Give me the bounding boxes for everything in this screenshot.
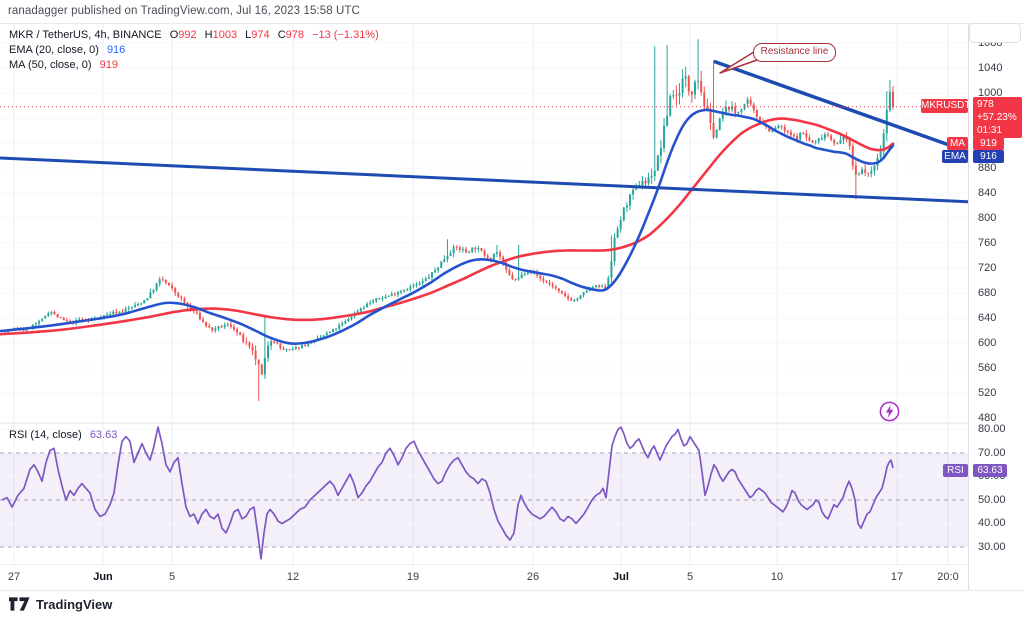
high-value: 1003 (212, 29, 238, 41)
close-value: 978 (285, 29, 305, 41)
last-price-value: 978 (977, 99, 994, 110)
rsi-legend-label: RSI (14, close) (9, 429, 82, 441)
ma-value: 919 (99, 59, 118, 71)
rsi-value-label: 63.63 (973, 464, 1007, 477)
open-label: O (169, 29, 179, 41)
price-tick: 600 (978, 336, 997, 349)
price-tick: 1000 (978, 86, 1003, 99)
lightning-icon (879, 401, 900, 422)
rsi-tag: RSI (943, 464, 968, 477)
rsi-tick: 40.00 (978, 517, 1006, 529)
candles (4, 39, 894, 402)
price-tick: 560 (978, 361, 997, 374)
bottom-divider (0, 590, 1024, 591)
ema-label: EMA (20, close, 0) (9, 44, 99, 56)
ma-label: MA (50, close, 0) (9, 59, 92, 71)
price-tick: 880 (978, 161, 997, 174)
ema-price-label: 916 (973, 150, 1004, 163)
price-tick: 720 (978, 261, 997, 274)
chart-canvas[interactable] (0, 24, 968, 590)
time-label: 5 (168, 571, 176, 583)
tradingview-logo[interactable]: TradingView (9, 595, 112, 613)
time-label: 5 (686, 571, 694, 583)
axis-spacer-box[interactable] (969, 23, 1021, 43)
symbol-title: MKR / TetherUS, 4h, BINANCE (9, 29, 162, 41)
price-tick: 520 (978, 386, 997, 399)
time-label: Jul (613, 571, 629, 583)
symbol-legend[interactable]: MKR / TetherUS, 4h, BINANCE O992 H1003 L… (9, 28, 379, 73)
ma-price-label: 919 (973, 137, 1004, 150)
rsi-legend[interactable]: RSI (14, close) 63.63 (9, 429, 117, 441)
long-term-trendline (0, 156, 968, 204)
time-label: 17 (890, 571, 904, 583)
price-tick: 1040 (978, 61, 1003, 74)
ema-legend-row: EMA (20, close, 0) 916 (9, 43, 379, 57)
rsi-tick: 30.00 (978, 540, 1006, 553)
price-tick: 640 (978, 311, 997, 324)
time-label: 19 (406, 571, 420, 583)
time-label: 12 (286, 571, 300, 583)
ma-tag: MA (947, 137, 968, 150)
time-label: Jun (93, 571, 113, 583)
last-price-change: +57.23% (977, 112, 1017, 123)
ema-tag: EMA (942, 150, 968, 163)
publish-line: ranadagger published on TradingView.com,… (8, 5, 360, 17)
ema-value: 916 (106, 44, 126, 56)
time-axis[interactable]: 27 Jun 5 12 19 26 Jul 5 10 17 20:0 (0, 565, 968, 590)
time-label: 27 (7, 571, 21, 583)
price-tick: 680 (978, 286, 997, 299)
price-tick: 800 (978, 211, 997, 224)
price-tick: 840 (978, 186, 997, 199)
change-value: −13 (−1.31%) (312, 29, 379, 41)
time-label: 20:0 (937, 571, 959, 583)
last-price-symbol-tag: MKRUSDT (921, 99, 971, 113)
low-label: L (245, 29, 252, 41)
rsi-tick: 50.00 (978, 493, 1006, 506)
symbol-legend-row: MKR / TetherUS, 4h, BINANCE O992 H1003 L… (9, 28, 379, 42)
resistance-callout[interactable]: Resistance line (753, 43, 836, 62)
price-tick: 480 (978, 411, 997, 424)
publish-header: ranadagger published on TradingView.com,… (0, 0, 1024, 24)
time-label: 26 (526, 571, 540, 583)
time-label: 10 (770, 571, 784, 583)
high-label: H (204, 29, 213, 41)
price-tick: 760 (978, 236, 997, 249)
bar-countdown: 01:31 (977, 125, 1003, 136)
resistance-line (713, 60, 968, 154)
lightning-button[interactable] (878, 400, 901, 423)
ma-legend-row: MA (50, close, 0) 919 (9, 58, 379, 72)
rsi-legend-value: 63.63 (89, 429, 118, 441)
close-label: C (277, 29, 286, 41)
tradingview-icon (9, 597, 30, 611)
low-value: 974 (251, 29, 270, 41)
rsi-tick: 70.00 (978, 446, 1006, 459)
last-price-label: 978 +57.23% 01:31 (973, 97, 1022, 138)
open-value: 992 (178, 29, 197, 41)
tradingview-brand: TradingView (36, 596, 113, 612)
rsi-tick: 80.00 (978, 423, 1006, 435)
